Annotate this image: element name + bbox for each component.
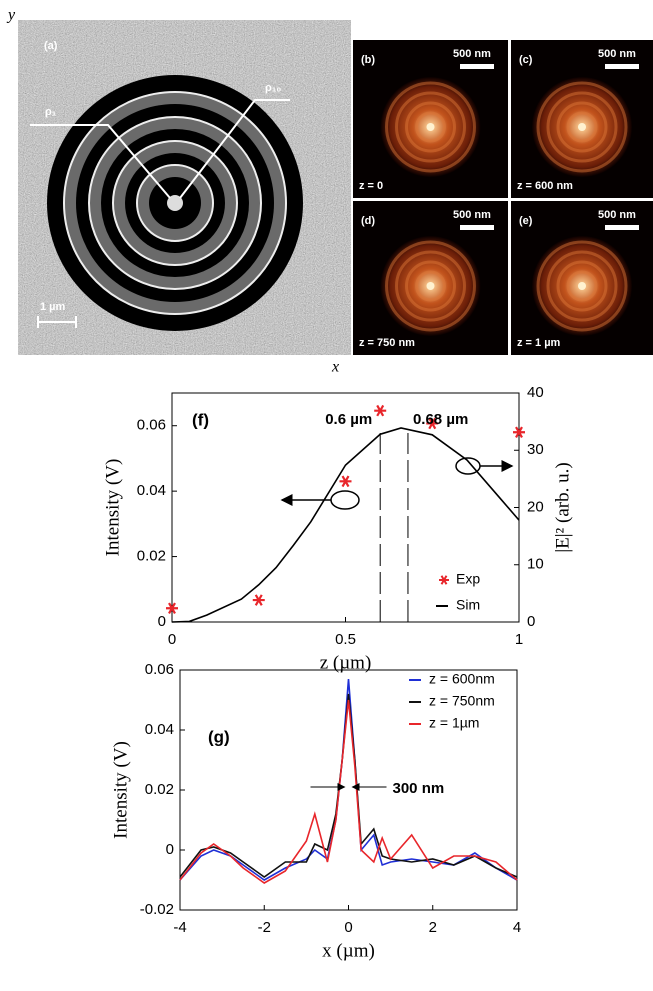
- fringe: [556, 260, 608, 312]
- exp-point: [374, 404, 387, 417]
- exp-point: [513, 426, 525, 439]
- fringe: [566, 270, 598, 302]
- fringe: [405, 101, 456, 153]
- panel-label: (e): [519, 215, 533, 227]
- legend-label: z = 600nm: [429, 671, 495, 687]
- y-tick-label: 0.02: [137, 548, 166, 565]
- x-tick-label: 1: [515, 631, 523, 648]
- y2-tick-label: 0: [527, 613, 535, 630]
- spot: [426, 282, 435, 290]
- fringe: [556, 101, 608, 153]
- x-axis-label: x (µm): [322, 940, 375, 961]
- series-line: [179, 678, 518, 881]
- rho-label: ρ₁: [45, 106, 57, 118]
- x-tick-label: 0: [344, 919, 352, 936]
- fringe: [536, 240, 628, 332]
- fringe: [405, 260, 456, 312]
- x-axis-label: z (µm): [320, 652, 372, 673]
- y-tick-label: 0.04: [137, 482, 166, 499]
- exp-point: [166, 602, 178, 615]
- scale-label: 500 nm: [453, 48, 491, 60]
- z-label: z = 0: [359, 180, 383, 192]
- y-tick-label: -0.02: [140, 901, 174, 918]
- series-line: [179, 699, 518, 884]
- panel-label: (b): [361, 54, 375, 66]
- y2-tick-label: 30: [527, 441, 544, 458]
- z-label: z = 750 nm: [359, 337, 415, 349]
- axis-indicator: [330, 490, 360, 510]
- x-tick-label: -2: [258, 919, 271, 936]
- scale-label: 500 nm: [453, 209, 491, 221]
- y-tick-label: 0.06: [137, 417, 166, 434]
- scale-label: 500 nm: [598, 209, 636, 221]
- legend-marker: [439, 575, 449, 585]
- y-axis-label: Intensity (V): [110, 741, 131, 839]
- rho-label: ρ₁₀: [265, 82, 281, 94]
- fringe: [415, 270, 446, 302]
- x-tick-label: 0.5: [335, 631, 356, 648]
- exp-point: [426, 417, 439, 430]
- panel-label: (a): [44, 40, 58, 52]
- axis-label: x: [331, 359, 339, 376]
- panel-label: (f): [192, 410, 209, 429]
- y-tick-label: 0.06: [145, 661, 174, 678]
- scale-bar: [605, 64, 639, 69]
- scale-bar: [460, 225, 494, 230]
- legend-label: z = 1µm: [429, 715, 479, 731]
- fringe: [546, 91, 618, 163]
- y2-tick-label: 10: [527, 556, 544, 573]
- fringe: [536, 81, 628, 173]
- y-tick-label: 0.02: [145, 781, 174, 798]
- fringe: [546, 250, 618, 322]
- scale-label: 500 nm: [598, 48, 636, 60]
- spot: [578, 123, 586, 131]
- x-tick-label: 2: [429, 919, 437, 936]
- fringe: [566, 111, 598, 143]
- y2-tick-label: 40: [527, 384, 544, 401]
- fringe: [415, 111, 446, 143]
- thermal-images: (b) 500 nm z = 0 (c) 500 nm z = 600 nm (d) 500 …: [353, 40, 653, 355]
- scale-bar: [460, 64, 494, 69]
- exp-point: [252, 594, 265, 606]
- legend-label: Exp: [456, 571, 480, 587]
- x-tick-label: -4: [173, 919, 186, 936]
- fringe: [385, 240, 476, 332]
- legend-label: Sim: [456, 597, 480, 613]
- scale-label: 1 µm: [40, 301, 66, 313]
- y2-tick-label: 20: [527, 498, 544, 515]
- fringe: [395, 250, 466, 322]
- annotation: 300 nm: [393, 780, 445, 797]
- axis-label: y: [6, 7, 16, 24]
- fringe: [395, 91, 466, 163]
- annotation: 0.6 µm: [325, 411, 372, 428]
- panel-label: (d): [361, 215, 375, 227]
- z-label: z = 1 µm: [517, 337, 561, 349]
- z-label: z = 600 nm: [517, 180, 573, 192]
- series-line: [171, 427, 520, 623]
- spot: [578, 282, 586, 290]
- x-tick-label: 4: [513, 919, 521, 936]
- panel-label: (c): [519, 54, 533, 66]
- legend-label: z = 750nm: [429, 693, 495, 709]
- y2-axis-label: |E|² (arb. u.): [552, 462, 573, 552]
- spot: [426, 123, 435, 131]
- sem-image: (a) ρ₁ ρ₁₀ 1 µm: [18, 20, 351, 355]
- exp-point: [339, 475, 352, 488]
- y-axis-label: Intensity (V): [102, 459, 123, 557]
- fringe: [385, 81, 476, 173]
- annotation: 0.68 µm: [413, 411, 468, 428]
- y-tick-label: 0: [158, 613, 166, 630]
- panel-label: (g): [208, 727, 230, 746]
- x-tick-label: 0: [168, 631, 176, 648]
- scale-bar: [605, 225, 639, 230]
- y-tick-label: 0: [166, 841, 174, 858]
- y-tick-label: 0.04: [145, 721, 174, 738]
